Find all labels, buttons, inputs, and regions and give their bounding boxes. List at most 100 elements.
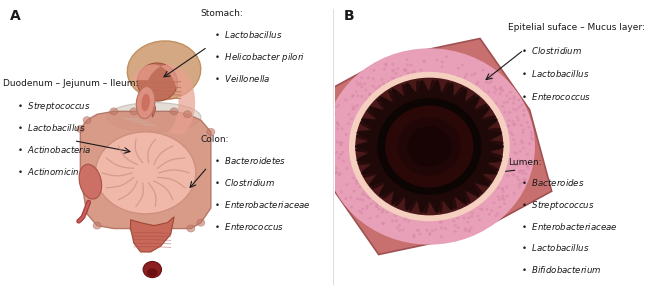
- Circle shape: [346, 183, 348, 186]
- Circle shape: [501, 89, 504, 92]
- Circle shape: [512, 108, 515, 111]
- Circle shape: [525, 162, 528, 165]
- Circle shape: [391, 69, 395, 72]
- Polygon shape: [356, 80, 503, 213]
- Circle shape: [502, 198, 506, 201]
- Text: •  $\it{Bacteroidetes}$: • $\it{Bacteroidetes}$: [214, 155, 287, 166]
- Circle shape: [501, 197, 504, 200]
- Circle shape: [476, 214, 480, 217]
- Circle shape: [425, 229, 428, 232]
- Circle shape: [150, 225, 158, 232]
- Circle shape: [445, 55, 448, 58]
- Circle shape: [523, 114, 526, 117]
- Circle shape: [361, 95, 363, 98]
- Circle shape: [505, 185, 508, 188]
- Ellipse shape: [141, 94, 150, 111]
- Circle shape: [364, 88, 367, 91]
- Ellipse shape: [147, 268, 158, 277]
- Circle shape: [336, 127, 339, 130]
- Circle shape: [398, 229, 401, 232]
- Circle shape: [508, 97, 512, 100]
- Circle shape: [515, 116, 519, 119]
- Circle shape: [422, 60, 426, 63]
- Circle shape: [502, 101, 506, 104]
- Circle shape: [396, 226, 399, 229]
- Circle shape: [524, 178, 526, 181]
- Circle shape: [375, 205, 378, 208]
- Circle shape: [522, 178, 525, 181]
- Text: Colon:: Colon:: [201, 135, 229, 144]
- Circle shape: [410, 64, 413, 67]
- Circle shape: [499, 87, 502, 90]
- Circle shape: [497, 195, 500, 198]
- Text: •  $\it{Bacteroides}$: • $\it{Bacteroides}$: [521, 177, 584, 188]
- Circle shape: [507, 125, 510, 127]
- Circle shape: [331, 155, 334, 158]
- Circle shape: [375, 203, 378, 206]
- Circle shape: [434, 228, 437, 231]
- Circle shape: [93, 222, 101, 229]
- Circle shape: [440, 235, 443, 238]
- Circle shape: [456, 217, 460, 220]
- Circle shape: [493, 86, 496, 89]
- Circle shape: [352, 177, 355, 180]
- Circle shape: [508, 111, 511, 114]
- Circle shape: [393, 77, 396, 80]
- Circle shape: [471, 212, 474, 214]
- Circle shape: [440, 221, 443, 224]
- Circle shape: [518, 183, 521, 186]
- Circle shape: [506, 174, 509, 177]
- Circle shape: [518, 186, 521, 189]
- Circle shape: [328, 148, 331, 151]
- Circle shape: [400, 75, 402, 78]
- Circle shape: [356, 94, 359, 97]
- Circle shape: [327, 147, 330, 150]
- Text: •  $\it{Actinobacteria}$: • $\it{Actinobacteria}$: [17, 144, 91, 155]
- Circle shape: [506, 94, 508, 97]
- Text: Lumen:: Lumen:: [508, 158, 541, 167]
- Circle shape: [439, 218, 442, 221]
- Circle shape: [356, 182, 359, 185]
- Circle shape: [512, 138, 515, 141]
- Circle shape: [365, 98, 368, 101]
- Circle shape: [170, 108, 178, 115]
- Circle shape: [347, 113, 350, 116]
- Circle shape: [366, 205, 369, 208]
- Circle shape: [415, 229, 419, 232]
- Circle shape: [356, 78, 503, 215]
- Circle shape: [378, 85, 381, 88]
- Circle shape: [515, 109, 518, 112]
- Circle shape: [344, 98, 348, 101]
- Circle shape: [444, 227, 447, 230]
- Circle shape: [339, 172, 341, 175]
- Text: •  $\it{Streptococcus}$: • $\it{Streptococcus}$: [17, 100, 90, 113]
- Text: •  $\it{Veillonella}$: • $\it{Veillonella}$: [214, 73, 271, 84]
- Circle shape: [411, 71, 414, 74]
- Circle shape: [329, 153, 332, 156]
- Circle shape: [372, 85, 375, 88]
- Text: •  $\it{Enterobacteriaceae}$: • $\it{Enterobacteriaceae}$: [214, 199, 311, 210]
- Circle shape: [467, 229, 471, 232]
- Circle shape: [526, 167, 530, 170]
- Circle shape: [518, 171, 521, 173]
- Circle shape: [489, 77, 493, 80]
- Circle shape: [456, 76, 459, 79]
- Circle shape: [520, 104, 523, 107]
- Circle shape: [413, 234, 415, 237]
- Circle shape: [391, 63, 395, 66]
- Circle shape: [110, 108, 118, 115]
- Circle shape: [339, 144, 343, 146]
- Circle shape: [382, 222, 385, 225]
- Circle shape: [367, 76, 370, 79]
- Circle shape: [359, 82, 362, 85]
- Circle shape: [489, 80, 493, 83]
- Circle shape: [479, 207, 482, 210]
- Circle shape: [398, 117, 461, 176]
- Circle shape: [457, 67, 460, 70]
- Text: •  $\it{Clostridium}$: • $\it{Clostridium}$: [214, 177, 276, 188]
- Circle shape: [525, 164, 528, 167]
- Circle shape: [398, 224, 401, 226]
- Circle shape: [360, 76, 363, 79]
- Circle shape: [466, 221, 469, 224]
- Circle shape: [404, 68, 408, 71]
